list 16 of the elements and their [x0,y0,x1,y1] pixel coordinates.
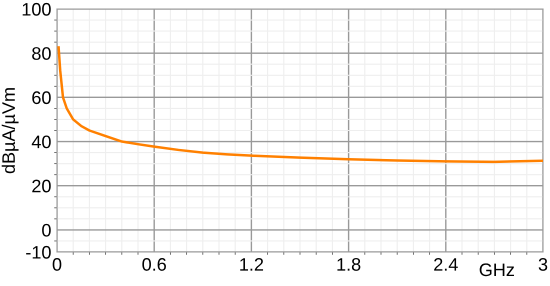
y-tick-label: -10 [26,246,51,259]
y-tick-label: 80 [32,47,51,60]
x-tick-label: 2.4 [434,258,458,271]
x-tick-label: 3 [538,258,548,271]
y-axis-title: dBµA/µVm [2,88,19,174]
x-tick-label: 1.8 [337,258,360,271]
x-tick-label: 1.2 [240,258,264,271]
y-tick-label: 0 [42,224,51,237]
y-tick-label: 100 [22,2,51,16]
y-tick-label: 40 [32,135,51,148]
y-tick-label: 60 [32,91,51,104]
x-tick-label: 0.6 [142,258,166,271]
y-tick-label: 20 [32,180,51,192]
line-series [57,46,543,164]
x-axis-title: GHz [480,263,514,276]
x-tick-label: 0 [52,258,62,271]
